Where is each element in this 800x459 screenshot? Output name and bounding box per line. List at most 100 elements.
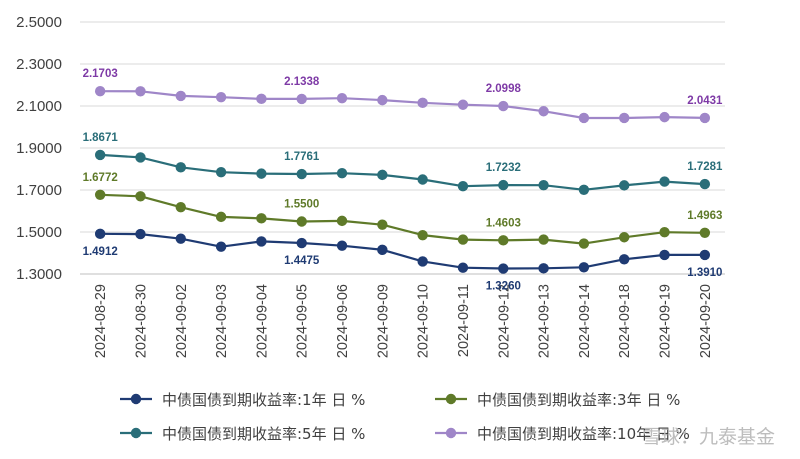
series-3-point [296, 93, 307, 105]
data-label: 1.6772 [83, 172, 118, 184]
series-1-point [498, 235, 509, 246]
series-0-point [94, 228, 106, 240]
series-lines [94, 86, 711, 274]
x-tick-label: 2024-09-13 [537, 284, 553, 358]
x-tick-label: 2024-09-04 [254, 284, 270, 358]
series-0-point [215, 241, 227, 252]
series-3-point [256, 93, 267, 105]
series-2-point [135, 152, 146, 163]
series-2-point [498, 179, 509, 191]
data-label: 1.7232 [486, 162, 521, 174]
x-tick-label: 2024-09-05 [295, 284, 311, 358]
legend-marker-3 [445, 427, 457, 439]
axes: 1.3000 1.5000 1.7000 1.9000 2.1000 2.3000 2.50… [16, 14, 725, 358]
y-tick-label: 2.1000 [16, 98, 62, 115]
series-2-point [659, 176, 670, 187]
series-2-point [377, 169, 388, 181]
data-label: 2.0998 [486, 83, 522, 95]
data-label: 1.5500 [284, 199, 319, 211]
legend-label-0: 中债国债到期收益率:1年 日 % [162, 391, 365, 409]
series-2-point [578, 184, 590, 195]
series-2-point [296, 168, 307, 180]
legend: 中债国债到期收益率:1年 日 % 中债国债到期收益率:3年 日 % 中债国债到期收益… [120, 391, 690, 443]
x-tick-label: 2024-09-14 [577, 284, 593, 358]
series-3-point [699, 112, 711, 124]
series-1-point [256, 213, 267, 224]
series-0-point [538, 263, 549, 274]
y-tick-label: 2.3000 [16, 56, 62, 73]
series-3-point [94, 86, 106, 97]
data-label: 1.4912 [83, 246, 118, 258]
series-1-point [659, 227, 670, 238]
series-1-point [619, 232, 630, 243]
series-0-point [498, 263, 509, 274]
series-0-point [578, 262, 590, 273]
series-2-point [457, 181, 469, 192]
series-1-point [135, 191, 146, 202]
series-2-point [215, 166, 227, 178]
watermark: 雪球：九泰基金 [642, 426, 775, 448]
series-0-point [659, 249, 670, 261]
series-0-point [619, 254, 630, 265]
x-tick-label: 2024-09-02 [174, 284, 190, 358]
series-3-point [578, 112, 590, 124]
y-tick-label: 1.9000 [16, 140, 62, 157]
series-3-point [538, 106, 549, 117]
series-0-point [377, 244, 388, 256]
series-3-point [336, 93, 348, 104]
legend-label-3: 中债国债到期收益率:10年 日 % [477, 425, 690, 443]
x-tick-label: 2024-09-06 [335, 284, 351, 358]
series-3-point [377, 94, 388, 106]
series-2-point [538, 179, 549, 191]
series-3-point [135, 86, 146, 97]
y-tick-label: 1.3000 [16, 266, 62, 283]
series-0-point [457, 262, 469, 273]
data-label: 1.8671 [83, 132, 119, 144]
x-tick-label: 2024-08-29 [93, 284, 109, 358]
series-0-point [256, 236, 267, 247]
legend-marker-1 [445, 393, 457, 405]
series-1-point [215, 211, 227, 223]
legend-marker-0 [130, 393, 142, 405]
series-1-point [538, 234, 549, 245]
series-0-point [699, 249, 711, 261]
series-3-point [619, 112, 630, 124]
series-1-point [336, 215, 348, 227]
data-label: 1.3910 [687, 267, 722, 279]
series-2-point [175, 162, 186, 173]
series-3-point [659, 111, 670, 123]
y-tick-label: 1.5000 [16, 224, 62, 241]
series-2-point [619, 180, 630, 191]
series-0-point [296, 237, 307, 249]
series-2-point [94, 149, 106, 161]
series-1-point [457, 234, 469, 245]
series-line-1 [100, 193, 705, 245]
series-1-point [417, 229, 428, 241]
data-label: 1.4963 [687, 210, 722, 222]
data-label: 1.4603 [486, 217, 521, 229]
data-label: 1.7281 [687, 161, 723, 173]
data-labels: 1.4912 1.4475 1.3260 1.3910 1.6772 1.5500 1.46… [83, 68, 723, 292]
y-tick-label: 2.5000 [16, 14, 62, 31]
series-2-point [417, 174, 428, 185]
series-1-point [296, 216, 307, 227]
series-3-point [175, 90, 186, 102]
gridlines [80, 21, 725, 233]
data-label: 1.7761 [284, 151, 320, 163]
series-2-point [336, 168, 348, 179]
x-tick-label: 2024-09-20 [698, 284, 714, 358]
series-0-point [175, 233, 186, 244]
data-label: 1.3260 [486, 281, 521, 293]
legend-label-1: 中债国债到期收益率:3年 日 % [477, 391, 680, 409]
series-3-point [417, 97, 428, 109]
series-2-point [256, 168, 267, 179]
series-1-point [699, 227, 711, 238]
data-label: 1.4475 [284, 255, 320, 267]
series-3-point [498, 100, 509, 112]
x-tick-label: 2024-09-18 [617, 284, 633, 358]
series-0-point [135, 228, 146, 240]
series-1-point [578, 238, 590, 249]
series-0-point [417, 256, 428, 267]
